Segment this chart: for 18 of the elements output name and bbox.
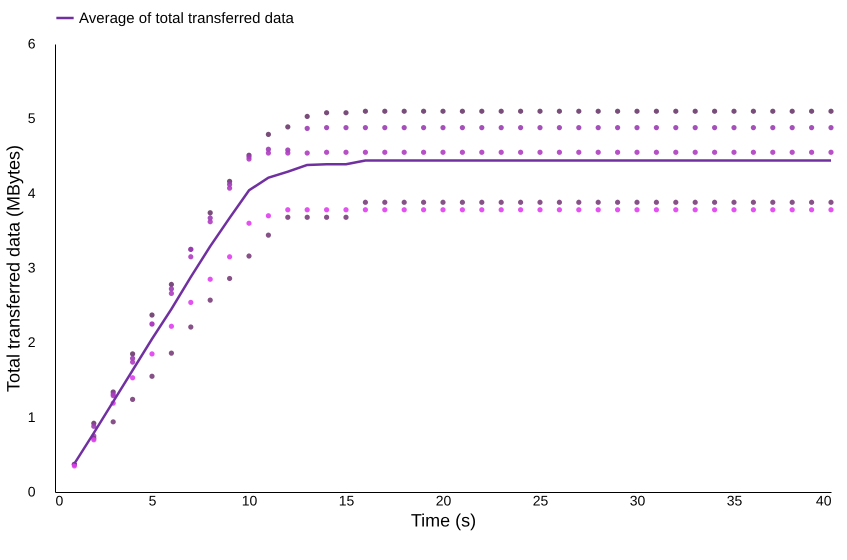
legend-label: Average of total transferred data: [79, 10, 295, 27]
x-tick-label: 30: [630, 492, 646, 508]
y-tick-label: 3: [28, 260, 36, 276]
y-tick-label: 5: [28, 110, 36, 126]
y-tick-label: 1: [28, 408, 36, 425]
y-axis-title: Total transferred data (MBytes): [4, 144, 24, 392]
y-tick-label: 6: [28, 36, 36, 52]
x-tick-label: 5: [148, 492, 157, 508]
y-tick-label: 4: [28, 184, 36, 201]
x-tick-label: 40: [816, 492, 832, 508]
x-tick-label: 20: [436, 492, 452, 508]
y-tick-label: 2: [28, 334, 36, 350]
x-axis-title: Time (s): [410, 510, 476, 530]
x-tick-label: 15: [338, 492, 354, 508]
x-tick-label: 25: [532, 492, 548, 508]
x-tick-label: 35: [726, 492, 742, 508]
x-tick-label: 10: [242, 492, 258, 508]
x-tick-label: 0: [56, 492, 64, 508]
